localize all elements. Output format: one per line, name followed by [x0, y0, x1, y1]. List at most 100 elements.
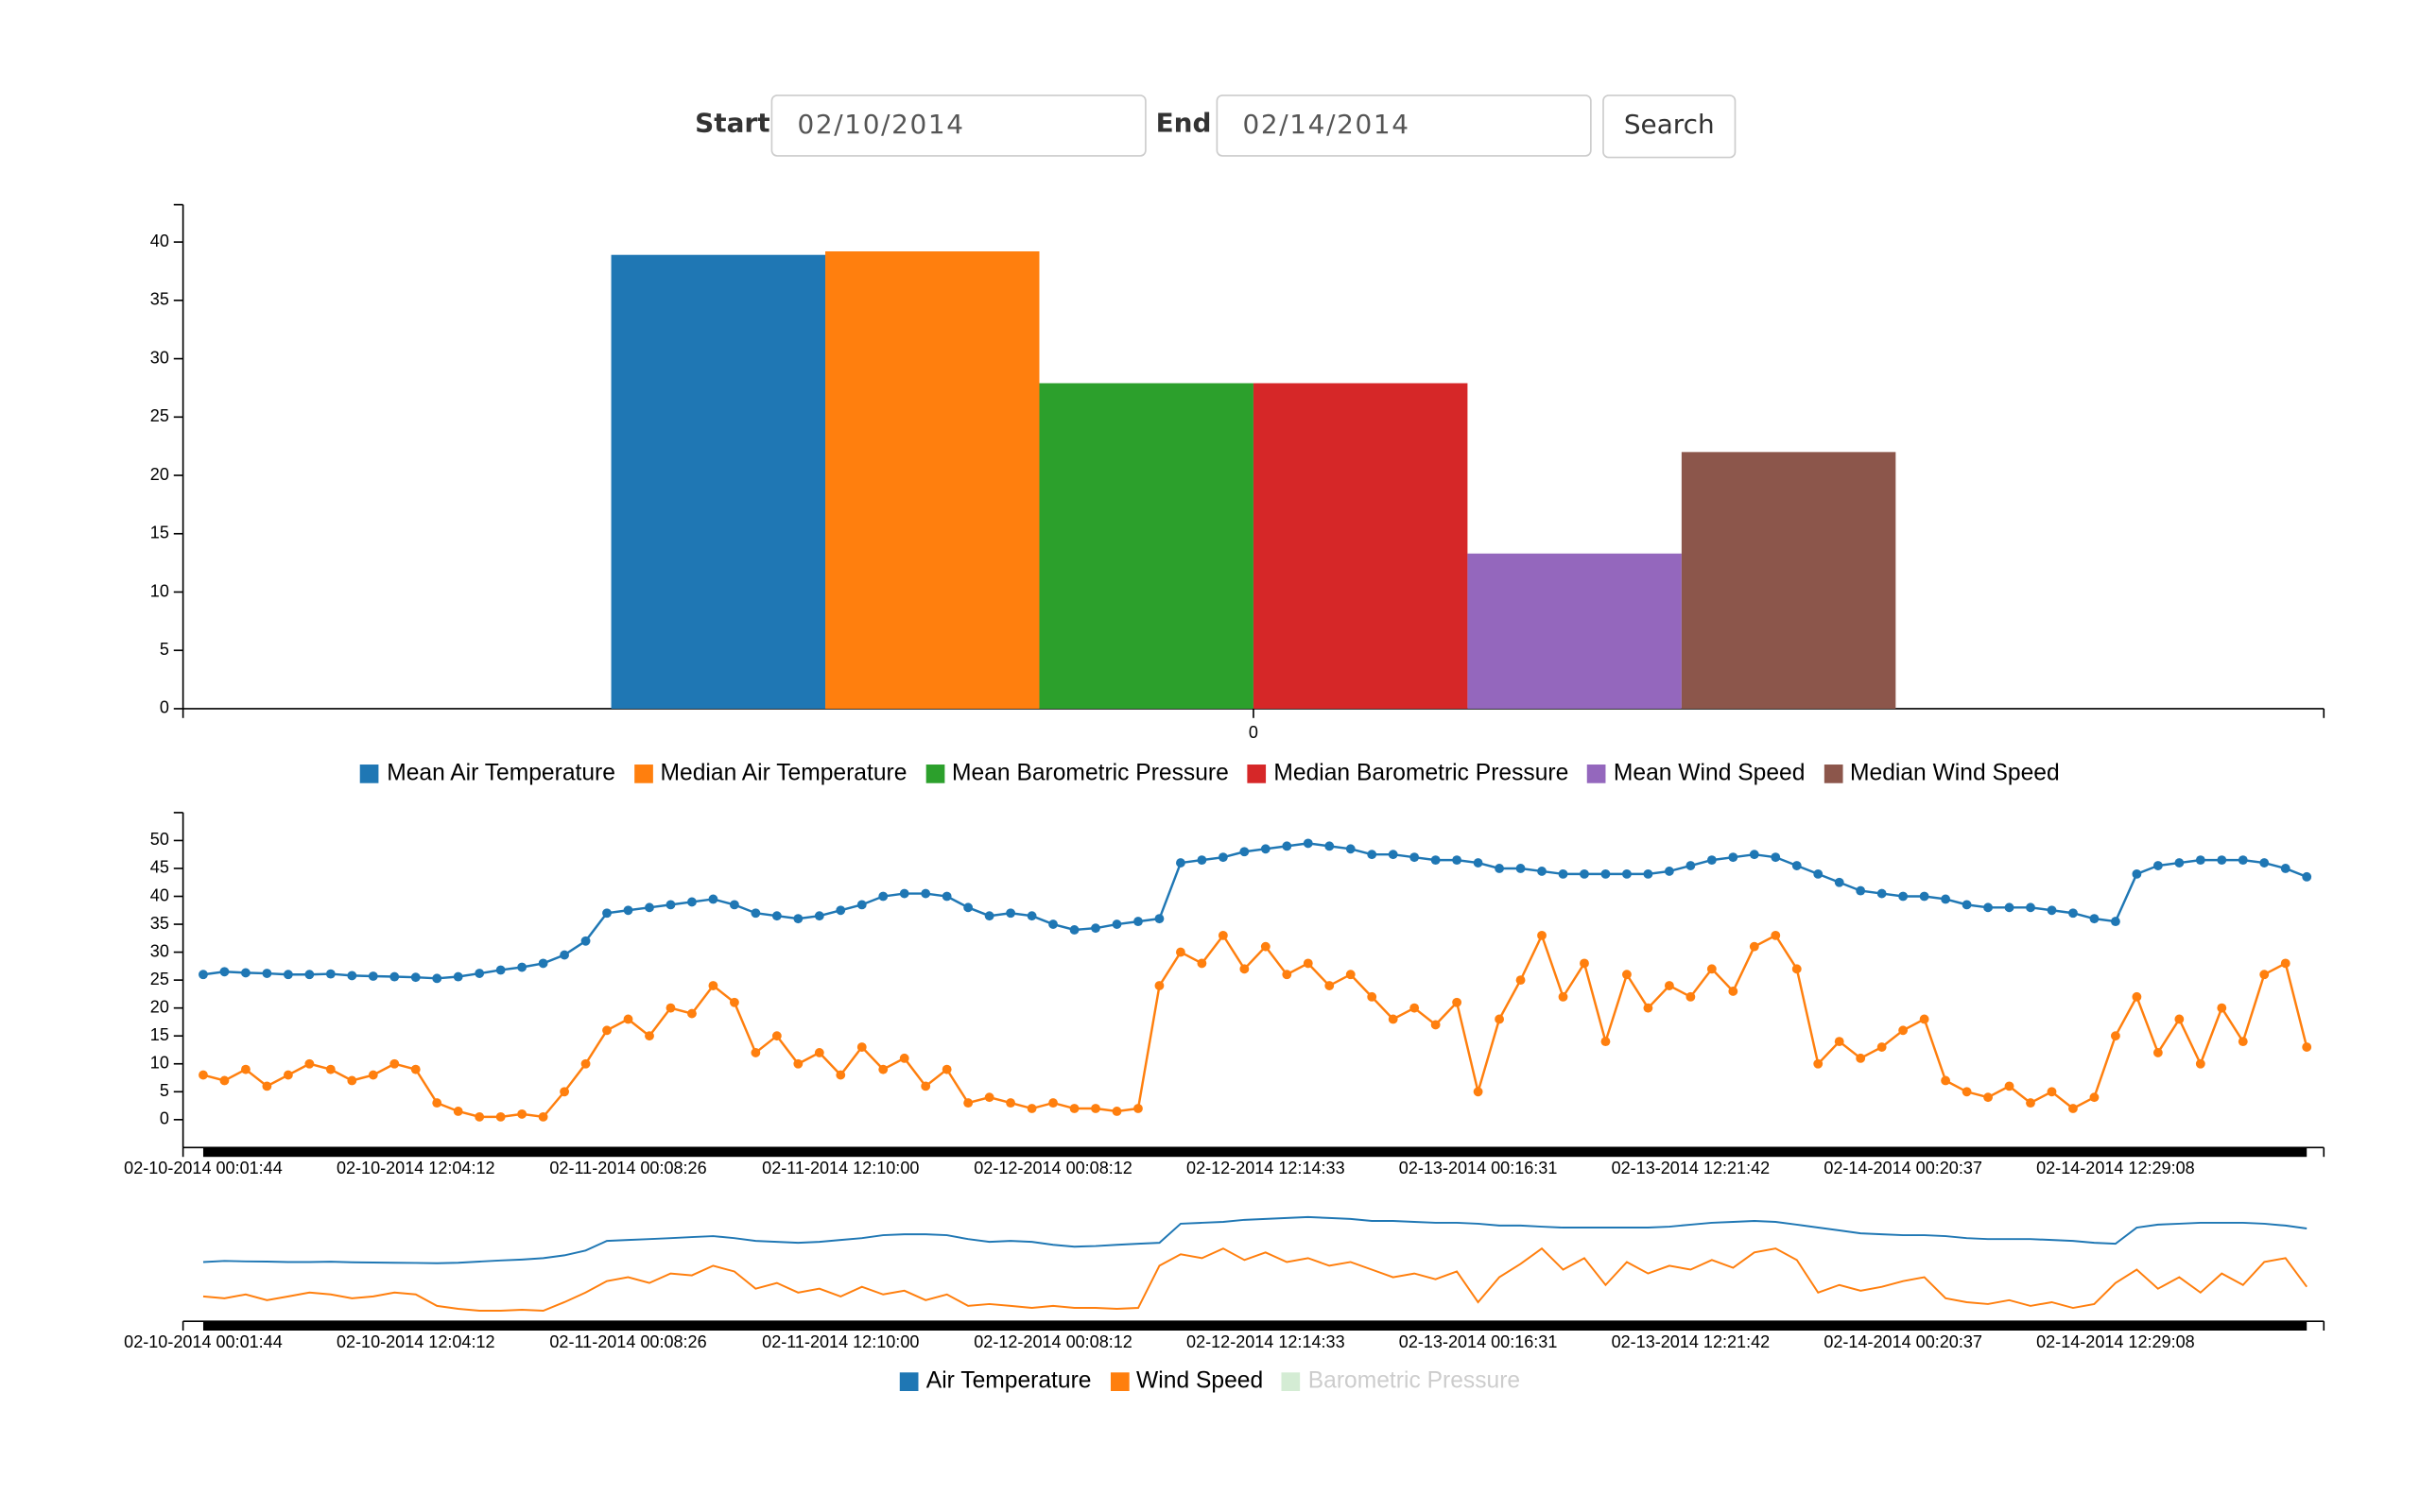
point	[2026, 902, 2035, 913]
point	[2217, 1003, 2227, 1013]
point	[1580, 958, 1589, 969]
legend-item[interactable]: Air Temperature	[899, 1367, 1092, 1395]
point	[751, 1048, 761, 1057]
point	[2110, 917, 2120, 927]
bar	[1253, 383, 1468, 709]
point	[325, 1064, 336, 1074]
point	[1133, 1104, 1143, 1113]
point	[2280, 864, 2290, 873]
point	[878, 891, 889, 902]
legend-swatch	[899, 1371, 919, 1391]
legend-label: Median Air Temperature	[660, 760, 908, 787]
point	[1260, 844, 1270, 854]
y-tick-label: 0	[160, 1109, 169, 1128]
legend-label: Barometric Pressure	[1307, 1367, 1521, 1395]
y-tick-label: 15	[150, 524, 169, 542]
legend-label: Air Temperature	[925, 1367, 1092, 1395]
point	[495, 965, 506, 975]
x-tick-label: 02-10-2014 12:04:12	[337, 1159, 495, 1177]
point	[2068, 1104, 2078, 1113]
point	[1112, 919, 1122, 929]
point	[347, 1075, 357, 1086]
y-tick-label: 35	[150, 290, 169, 309]
start-date-input[interactable]: 02/10/2014	[770, 94, 1147, 157]
point	[729, 997, 739, 1007]
search-button[interactable]: Search	[1602, 94, 1737, 159]
point	[1834, 1037, 1844, 1047]
point	[856, 900, 867, 910]
point	[1409, 1003, 1420, 1013]
point	[1367, 850, 1377, 860]
point	[1452, 855, 1462, 866]
y-tick-label: 30	[150, 348, 169, 367]
legend-swatch	[1281, 1371, 1301, 1391]
x-tick-label: 02-14-2014 00:20:37	[1824, 1332, 1982, 1351]
y-tick-label: 25	[150, 406, 169, 425]
legend-item: Mean Wind Speed	[1587, 760, 1805, 786]
legend-swatch	[925, 764, 944, 782]
point	[2195, 855, 2205, 866]
point	[793, 1058, 804, 1069]
point	[1983, 902, 1993, 913]
point	[453, 971, 463, 982]
point	[1856, 885, 1866, 896]
point	[814, 911, 824, 921]
legend-swatch	[1824, 764, 1842, 782]
point	[2026, 1098, 2035, 1108]
point	[1048, 1098, 1058, 1108]
point	[1580, 868, 1589, 879]
legend-swatch	[633, 764, 653, 782]
point	[1515, 975, 1526, 986]
series-line	[202, 932, 2308, 1119]
point	[2132, 868, 2142, 879]
point	[1473, 1087, 1483, 1097]
legend-swatch	[360, 764, 380, 782]
point	[687, 897, 697, 907]
point	[580, 1058, 591, 1069]
point	[1452, 997, 1462, 1007]
point	[1303, 958, 1313, 969]
point	[1941, 1075, 1951, 1086]
point	[1813, 1058, 1824, 1069]
point	[1324, 981, 1335, 990]
legend-item: Median Barometric Pressure	[1247, 760, 1568, 786]
point	[814, 1048, 824, 1057]
point	[1537, 930, 1547, 940]
point	[1324, 841, 1335, 851]
point	[602, 1025, 612, 1036]
point	[283, 970, 293, 980]
point	[1027, 1104, 1037, 1113]
point	[729, 900, 739, 910]
legend-item: Median Wind Speed	[1824, 760, 2060, 786]
legend-item: Mean Air Temperature	[360, 760, 615, 786]
context-line	[202, 1215, 2308, 1264]
point	[453, 1107, 463, 1116]
legend-label: Mean Wind Speed	[1613, 760, 1806, 787]
point	[1282, 970, 1292, 980]
point	[984, 911, 994, 921]
point	[1706, 855, 1717, 866]
x-tick-label: 02-11-2014 12:10:00	[762, 1159, 919, 1177]
end-date-input[interactable]: 02/14/2014	[1216, 94, 1592, 157]
x-tick-label: 02-13-2014 00:16:31	[1399, 1159, 1558, 1177]
point	[2004, 902, 2014, 913]
point	[1091, 1104, 1100, 1113]
point	[1069, 1104, 1080, 1113]
point	[963, 1098, 974, 1108]
point	[1685, 861, 1696, 870]
legend-item[interactable]: Barometric Pressure	[1281, 1367, 1521, 1395]
point	[1430, 1020, 1441, 1030]
point	[1962, 1087, 1972, 1097]
point	[2238, 1037, 2248, 1047]
point	[475, 1111, 485, 1122]
point	[304, 1058, 315, 1069]
point	[1876, 1042, 1887, 1052]
legend-item[interactable]: Wind Speed	[1110, 1367, 1263, 1394]
point	[1664, 981, 1674, 990]
x-tick-band	[202, 1321, 2308, 1332]
point	[2068, 908, 2078, 919]
point	[325, 969, 336, 979]
line-legend: Air Temperature Wind Speed Barometric Pres…	[0, 1367, 2420, 1394]
point	[1239, 847, 1250, 857]
